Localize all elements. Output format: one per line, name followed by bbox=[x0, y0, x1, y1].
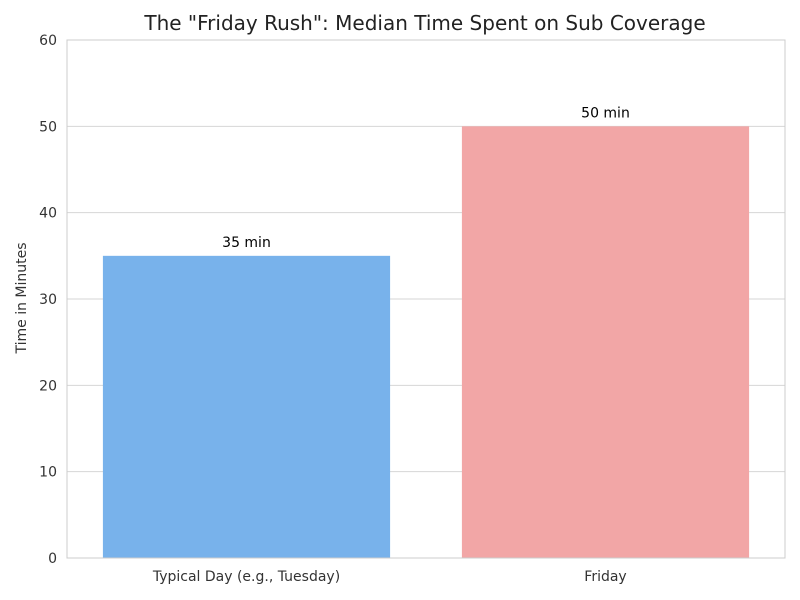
y-axis-label: Time in Minutes bbox=[14, 242, 30, 354]
x-tick-label: Typical Day (e.g., Tuesday) bbox=[152, 569, 340, 585]
y-tick-label: 30 bbox=[39, 292, 57, 308]
data-label: 50 min bbox=[581, 105, 630, 121]
bars bbox=[102, 126, 750, 559]
plot-frame bbox=[66, 39, 786, 559]
chart-title: The "Friday Rush": Median Time Spent on … bbox=[143, 11, 705, 35]
y-tick-label: 40 bbox=[39, 206, 57, 222]
y-tick-label: 50 bbox=[39, 119, 57, 135]
data-label: 35 min bbox=[222, 235, 271, 251]
y-tick-label: 10 bbox=[39, 465, 57, 481]
y-tick-label: 20 bbox=[39, 378, 57, 394]
x-axis-ticks: Typical Day (e.g., Tuesday) Friday bbox=[152, 569, 627, 585]
y-axis-ticks: 0 10 20 30 40 50 60 bbox=[39, 33, 57, 567]
bar-1 bbox=[461, 126, 750, 558]
y-tick-label: 60 bbox=[39, 33, 57, 49]
data-labels: 35 min 50 min bbox=[222, 105, 630, 251]
x-tick-label: Friday bbox=[584, 569, 626, 585]
bar-0 bbox=[102, 255, 391, 559]
y-tick-label: 0 bbox=[48, 551, 57, 567]
